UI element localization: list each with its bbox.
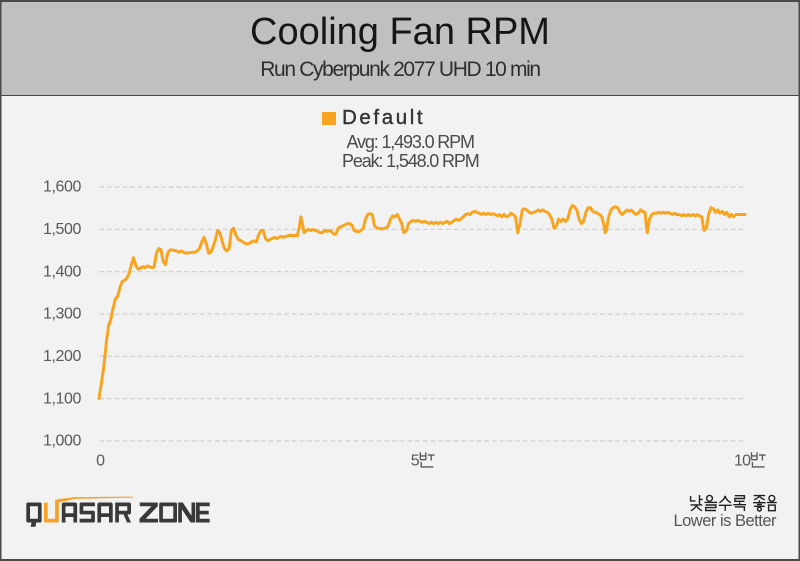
svg-text:1,400: 1,400 [43,263,82,280]
svg-text:1,300: 1,300 [43,306,82,323]
svg-text:1,600: 1,600 [43,179,82,196]
svg-text:10: 10 [734,452,751,469]
svg-text:5: 5 [411,452,420,469]
svg-text:1,100: 1,100 [43,390,82,407]
svg-text:0: 0 [96,452,105,469]
svg-text:1,500: 1,500 [43,221,82,238]
svg-text:1,200: 1,200 [43,348,82,365]
svg-text:1,000: 1,000 [43,433,82,450]
